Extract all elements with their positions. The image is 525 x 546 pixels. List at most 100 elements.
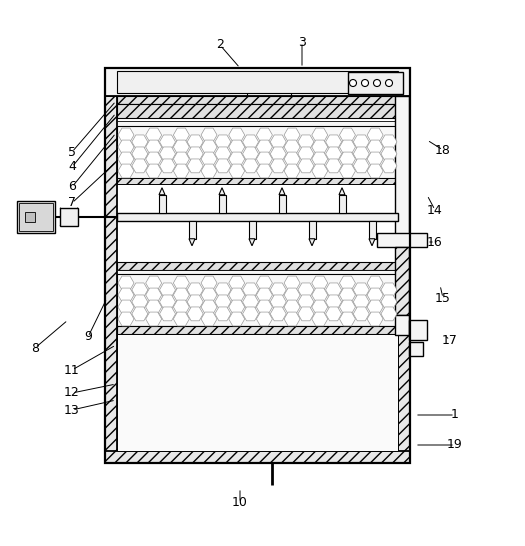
Bar bbox=[19, 203, 53, 231]
Polygon shape bbox=[256, 300, 272, 314]
Polygon shape bbox=[284, 276, 300, 290]
Polygon shape bbox=[270, 307, 286, 321]
Polygon shape bbox=[340, 164, 355, 178]
Polygon shape bbox=[298, 307, 314, 321]
Polygon shape bbox=[201, 288, 217, 302]
Bar bbox=[348, 72, 403, 94]
Bar bbox=[105, 68, 410, 96]
Polygon shape bbox=[298, 135, 314, 149]
Polygon shape bbox=[187, 147, 203, 161]
Text: 12: 12 bbox=[64, 387, 80, 400]
Polygon shape bbox=[270, 135, 286, 149]
Circle shape bbox=[373, 80, 381, 86]
Bar bbox=[395, 315, 409, 335]
Polygon shape bbox=[369, 239, 375, 246]
Polygon shape bbox=[353, 159, 369, 173]
Bar bbox=[279, 195, 286, 213]
Bar bbox=[409, 342, 423, 356]
Polygon shape bbox=[145, 276, 162, 290]
Polygon shape bbox=[326, 147, 342, 161]
Polygon shape bbox=[312, 276, 328, 290]
Polygon shape bbox=[145, 128, 162, 142]
Text: 2: 2 bbox=[216, 39, 224, 51]
Polygon shape bbox=[284, 312, 300, 326]
Text: 4: 4 bbox=[68, 161, 76, 174]
Polygon shape bbox=[229, 288, 245, 302]
Polygon shape bbox=[340, 152, 355, 166]
Polygon shape bbox=[132, 295, 148, 309]
Polygon shape bbox=[219, 188, 225, 195]
Polygon shape bbox=[215, 147, 231, 161]
Bar bbox=[409, 320, 427, 340]
Bar bbox=[25, 212, 35, 222]
Bar bbox=[117, 121, 398, 126]
Polygon shape bbox=[189, 239, 195, 246]
Polygon shape bbox=[381, 147, 397, 161]
Polygon shape bbox=[367, 300, 383, 314]
Polygon shape bbox=[243, 295, 258, 309]
Polygon shape bbox=[367, 276, 383, 290]
Polygon shape bbox=[215, 135, 231, 149]
Polygon shape bbox=[340, 276, 355, 290]
Polygon shape bbox=[298, 283, 314, 297]
Polygon shape bbox=[229, 300, 245, 314]
Bar bbox=[395, 96, 409, 238]
Polygon shape bbox=[229, 276, 245, 290]
Polygon shape bbox=[145, 300, 162, 314]
Bar bbox=[117, 126, 398, 178]
Polygon shape bbox=[173, 288, 190, 302]
Polygon shape bbox=[284, 288, 300, 302]
Polygon shape bbox=[229, 140, 245, 154]
Circle shape bbox=[362, 80, 369, 86]
Polygon shape bbox=[160, 159, 175, 173]
Text: 19: 19 bbox=[447, 438, 463, 452]
Polygon shape bbox=[145, 164, 162, 178]
Polygon shape bbox=[173, 300, 190, 314]
Polygon shape bbox=[243, 307, 258, 321]
Polygon shape bbox=[339, 188, 345, 195]
Polygon shape bbox=[118, 288, 134, 302]
Polygon shape bbox=[367, 288, 383, 302]
Polygon shape bbox=[381, 283, 397, 297]
Polygon shape bbox=[243, 135, 258, 149]
Polygon shape bbox=[326, 159, 342, 173]
Circle shape bbox=[385, 80, 393, 86]
Polygon shape bbox=[381, 295, 397, 309]
Bar bbox=[117, 71, 398, 93]
Polygon shape bbox=[118, 312, 134, 326]
Polygon shape bbox=[256, 312, 272, 326]
Polygon shape bbox=[215, 283, 231, 297]
Polygon shape bbox=[187, 295, 203, 309]
Bar bbox=[159, 195, 166, 213]
Polygon shape bbox=[160, 147, 175, 161]
Bar bbox=[189, 221, 196, 239]
Polygon shape bbox=[256, 128, 272, 142]
Polygon shape bbox=[256, 152, 272, 166]
Polygon shape bbox=[132, 283, 148, 297]
Bar bbox=[117, 274, 398, 326]
Polygon shape bbox=[326, 295, 342, 309]
Polygon shape bbox=[298, 159, 314, 173]
Text: 13: 13 bbox=[64, 403, 80, 417]
Bar bbox=[117, 270, 398, 274]
Polygon shape bbox=[118, 164, 134, 178]
Polygon shape bbox=[201, 140, 217, 154]
Polygon shape bbox=[187, 283, 203, 297]
Polygon shape bbox=[367, 312, 383, 326]
Polygon shape bbox=[340, 300, 355, 314]
Polygon shape bbox=[367, 164, 383, 178]
Bar bbox=[377, 233, 427, 247]
Polygon shape bbox=[353, 307, 369, 321]
Polygon shape bbox=[367, 140, 383, 154]
Polygon shape bbox=[145, 152, 162, 166]
Polygon shape bbox=[312, 152, 328, 166]
Bar bbox=[60, 208, 78, 225]
Bar bbox=[219, 195, 226, 213]
Text: 8: 8 bbox=[31, 341, 39, 354]
Polygon shape bbox=[173, 128, 190, 142]
Polygon shape bbox=[312, 312, 328, 326]
Polygon shape bbox=[118, 152, 134, 166]
Text: 11: 11 bbox=[64, 364, 80, 377]
Polygon shape bbox=[298, 147, 314, 161]
Polygon shape bbox=[229, 128, 245, 142]
